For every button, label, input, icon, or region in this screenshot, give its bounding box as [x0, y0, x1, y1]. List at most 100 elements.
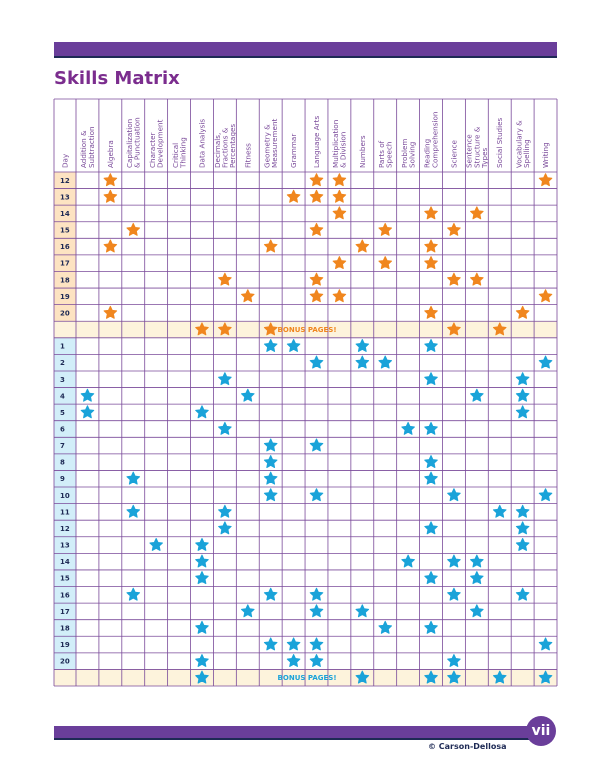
day-cell-bg — [54, 404, 76, 421]
skill-star-icon — [332, 256, 347, 270]
skill-star-icon — [309, 355, 324, 369]
skill-star-icon — [515, 587, 530, 601]
skill-star-icon — [492, 322, 507, 336]
column-header-line: Writing — [541, 142, 550, 168]
column-header-line: Parts of — [377, 140, 386, 168]
skill-star-icon — [492, 504, 507, 518]
skill-star-icon — [515, 405, 530, 419]
skill-star-icon — [263, 455, 278, 468]
day-label: 16 — [60, 243, 70, 251]
column-header-line: Capitalization — [125, 119, 134, 168]
day-label: 8 — [60, 459, 65, 467]
day-cell-bg — [54, 221, 76, 239]
column-header-line: Structure & — [472, 126, 481, 168]
column-header: Language Arts — [312, 116, 321, 168]
day-label: 20 — [60, 658, 70, 666]
day-label: 1 — [60, 343, 65, 351]
column-header-line: Geometry & — [262, 124, 271, 168]
skill-star-icon — [424, 305, 438, 319]
skill-star-icon — [355, 670, 370, 684]
skill-star-icon — [263, 637, 278, 651]
column-header-line: & Punctuation — [133, 117, 142, 168]
column-header: CriticalThinking — [171, 137, 188, 169]
skill-star-icon — [263, 488, 278, 502]
skill-star-icon — [218, 322, 232, 336]
skill-star-icon — [424, 455, 438, 468]
day-label: 19 — [60, 293, 70, 301]
day-cell-bg — [54, 503, 76, 521]
column-header-line: Solving — [407, 142, 416, 168]
skill-star-icon — [470, 554, 484, 568]
day-label: 19 — [60, 641, 70, 649]
skill-star-icon — [538, 289, 553, 303]
day-cell-bg — [54, 337, 76, 355]
skill-star-icon — [195, 322, 209, 336]
day-label: 12 — [60, 525, 70, 533]
copyright-text: © Carson-Dellosa — [428, 742, 507, 751]
skill-star-icon — [470, 206, 484, 220]
column-header: Decimals,Fractions &Percentages — [213, 124, 237, 168]
column-header-line: Day — [61, 153, 70, 168]
skill-star-icon — [286, 339, 301, 352]
bonus-pages-label: BONUS PAGES! — [278, 674, 337, 682]
skill-star-icon — [103, 305, 118, 319]
skill-star-icon — [286, 654, 301, 667]
skill-star-icon — [515, 521, 530, 535]
column-header-line: Decimals, — [213, 133, 222, 168]
day-cell-bg — [54, 254, 76, 272]
skill-star-icon — [424, 206, 438, 220]
column-header-line: Vocabulary & — [514, 120, 523, 168]
day-cell-bg — [54, 536, 76, 554]
skill-star-icon — [195, 554, 209, 568]
skill-star-icon — [492, 670, 507, 684]
column-header-line: Subtraction — [87, 126, 96, 168]
day-cell-bg — [54, 586, 76, 604]
skill-star-icon — [538, 173, 553, 187]
column-header: CharacterDevelopment — [148, 119, 165, 168]
column-header-line: Science — [449, 140, 458, 168]
column-header-line: Thinking — [178, 137, 187, 169]
skill-star-icon — [80, 388, 95, 402]
skill-star-icon — [103, 239, 118, 253]
column-header: Geometry &Measurement — [262, 118, 279, 168]
day-label: 15 — [60, 227, 70, 235]
day-cell-bg — [54, 288, 76, 305]
day-label: 15 — [60, 575, 70, 583]
column-header: Addition &Subtraction — [79, 126, 96, 168]
skill-star-icon — [309, 173, 324, 187]
skill-star-icon — [424, 571, 438, 585]
column-header-line: Social Studies — [495, 117, 504, 168]
skill-star-icon — [447, 222, 461, 236]
day-cell-bg — [54, 520, 76, 537]
column-header: SentenceStructure &Types — [465, 126, 489, 169]
day-label: 13 — [60, 193, 70, 201]
skill-star-icon — [309, 654, 324, 667]
column-header-line: Character — [148, 132, 157, 168]
column-header: Writing — [541, 142, 550, 168]
day-label: 10 — [60, 492, 70, 500]
skill-star-icon — [538, 355, 553, 369]
column-header-line: Spelling — [522, 139, 531, 168]
day-cell-bg — [54, 304, 76, 322]
skill-star-icon — [195, 405, 209, 419]
skill-star-icon — [332, 206, 347, 220]
day-label: 14 — [60, 558, 70, 566]
skill-star-icon — [241, 604, 255, 618]
page-title: Skills Matrix — [54, 68, 180, 89]
skill-star-icon — [378, 620, 392, 634]
skill-star-icon — [424, 521, 438, 535]
day-cell-bg — [54, 603, 76, 620]
bottom-banner-bar — [54, 726, 534, 740]
skill-star-icon — [218, 521, 232, 535]
skill-star-icon — [263, 339, 278, 352]
column-header: Vocabulary &Spelling — [514, 120, 531, 168]
skill-star-icon — [515, 388, 530, 402]
day-cell-bg — [54, 652, 76, 670]
skills-matrix-table: Day Addition &Subtraction Algebra Capitaliz… — [53, 98, 558, 687]
column-header: Parts ofSpeech — [377, 140, 394, 168]
skill-star-icon — [126, 471, 141, 485]
skill-star-icon — [126, 222, 141, 236]
column-header-line: Grammar — [289, 134, 298, 168]
skill-star-icon — [447, 670, 461, 684]
skill-star-icon — [447, 654, 461, 667]
